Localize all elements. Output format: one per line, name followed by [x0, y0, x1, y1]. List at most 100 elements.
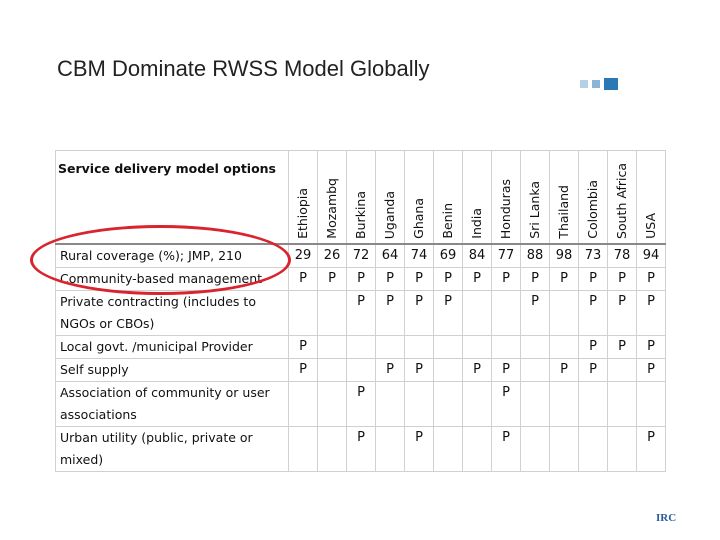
cell: P — [491, 358, 521, 382]
country-header: Ethiopia — [288, 150, 318, 245]
cell: 72 — [346, 243, 376, 268]
cell — [520, 381, 550, 427]
cell — [346, 358, 376, 382]
cell: 69 — [433, 243, 463, 268]
row-label: Urban utility (public, private or mixed) — [55, 426, 289, 472]
cell: P — [607, 290, 637, 336]
country-name: Mozambq — [324, 178, 339, 239]
cell — [520, 335, 550, 359]
country-header: USA — [636, 150, 666, 245]
country-name: Ethiopia — [295, 188, 310, 239]
cell: 88 — [520, 243, 550, 268]
cell: P — [375, 290, 405, 336]
table-row: Association of community or user associa… — [55, 381, 666, 427]
cell: P — [520, 290, 550, 336]
cell — [578, 381, 608, 427]
country-name: Burkina — [353, 191, 368, 239]
country-header: Uganda — [375, 150, 405, 245]
country-name: Benin — [440, 203, 455, 239]
model-table: Service delivery model options Ethiopia Mo… — [55, 150, 666, 472]
slide-title: CBM Dominate RWSS Model Globally — [57, 56, 430, 81]
cell: P — [636, 335, 666, 359]
row-label: Self supply — [55, 358, 289, 382]
cell: P — [404, 290, 434, 336]
cell — [375, 426, 405, 472]
country-name: Colombia — [585, 180, 600, 239]
cell: P — [491, 381, 521, 427]
cell: P — [462, 267, 492, 291]
cell: 84 — [462, 243, 492, 268]
table-row: Private contracting (includes to NGOs or… — [55, 290, 666, 336]
country-header: Burkina — [346, 150, 376, 245]
cell — [433, 335, 463, 359]
cell — [317, 381, 347, 427]
cell — [317, 335, 347, 359]
cell: P — [433, 290, 463, 336]
cell: 73 — [578, 243, 608, 268]
cell: 74 — [404, 243, 434, 268]
cell — [491, 290, 521, 336]
cell: P — [578, 358, 608, 382]
country-header: Honduras — [491, 150, 521, 245]
cell: P — [404, 426, 434, 472]
country-name: Ghana — [411, 198, 426, 239]
cell — [636, 381, 666, 427]
cell: P — [549, 267, 579, 291]
cell: 77 — [491, 243, 521, 268]
cell — [607, 358, 637, 382]
decor — [580, 80, 588, 88]
cell — [346, 335, 376, 359]
cell — [520, 358, 550, 382]
cell: P — [288, 358, 318, 382]
country-name: India — [469, 208, 484, 239]
country-name: Uganda — [382, 190, 397, 239]
country-header: South Africa — [607, 150, 637, 245]
cell — [462, 290, 492, 336]
cell — [317, 358, 347, 382]
country-header: Benin — [433, 150, 463, 245]
cell — [317, 290, 347, 336]
cell — [288, 381, 318, 427]
cell: P — [491, 267, 521, 291]
cell: P — [636, 290, 666, 336]
cell — [462, 381, 492, 427]
cell — [288, 290, 318, 336]
table-row: Local govt. /municipal Provider P P P P — [55, 335, 666, 359]
cell — [288, 426, 318, 472]
cell — [433, 426, 463, 472]
cell — [404, 335, 434, 359]
cell — [549, 381, 579, 427]
cell: P — [433, 267, 463, 291]
cell: P — [578, 267, 608, 291]
cell: 78 — [607, 243, 637, 268]
cell — [549, 335, 579, 359]
decor — [592, 80, 600, 88]
cell — [607, 381, 637, 427]
cell — [607, 426, 637, 472]
cell: 98 — [549, 243, 579, 268]
row-label: Association of community or user associa… — [55, 381, 289, 427]
cell: P — [636, 426, 666, 472]
country-name: South Africa — [614, 163, 629, 239]
country-header: Sri Lanka — [520, 150, 550, 245]
country-name: USA — [643, 213, 658, 239]
cell — [462, 335, 492, 359]
cell — [549, 426, 579, 472]
country-header: India — [462, 150, 492, 245]
cell — [404, 381, 434, 427]
cell: P — [636, 358, 666, 382]
country-header: Thailand — [549, 150, 579, 245]
row-label: Local govt. /municipal Provider — [55, 335, 289, 359]
cell — [317, 426, 347, 472]
country-header: Mozambq — [317, 150, 347, 245]
row-label: Private contracting (includes to NGOs or… — [55, 290, 289, 336]
table-row: Urban utility (public, private or mixed)… — [55, 426, 666, 472]
cell: P — [375, 358, 405, 382]
cell: P — [607, 335, 637, 359]
cell — [578, 426, 608, 472]
cell: P — [549, 358, 579, 382]
cell — [433, 381, 463, 427]
table-row: Self supply P P P P P P P P — [55, 358, 666, 382]
cell: P — [288, 335, 318, 359]
